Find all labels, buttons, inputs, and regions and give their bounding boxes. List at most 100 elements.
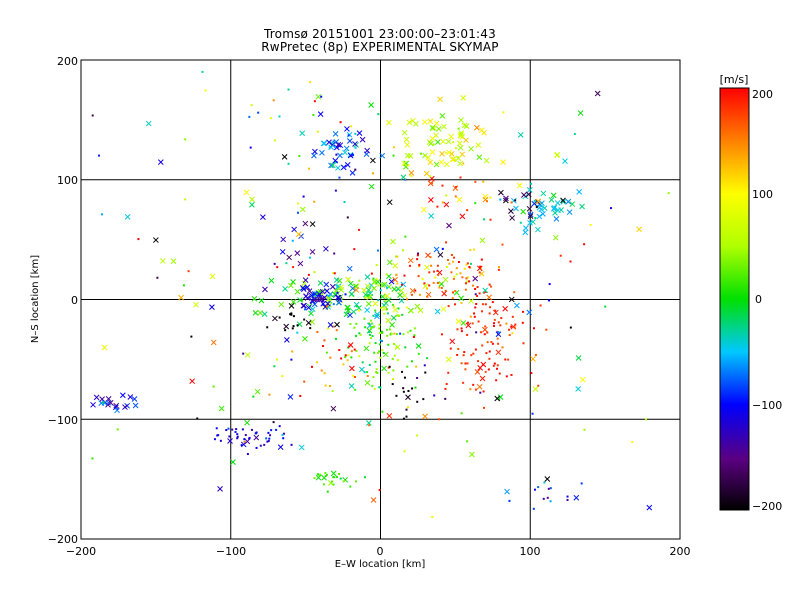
data-point-cross (389, 322, 395, 328)
data-point-dot (316, 331, 319, 334)
data-point-cross (249, 201, 255, 208)
chart-title-line-1: Tromsø 20151001 23:00:00–23:01:43 (264, 27, 496, 41)
data-point-dot (352, 374, 355, 377)
data-point-dot (492, 322, 495, 325)
data-point-cross (469, 451, 475, 458)
data-point-dot (350, 350, 353, 353)
data-point-dot (482, 180, 485, 183)
data-point-cross (364, 283, 371, 290)
data-point-dot (287, 88, 290, 91)
data-point-dot (396, 359, 399, 362)
data-point-dot (296, 211, 299, 214)
data-point-dot (386, 286, 389, 289)
data-point-cross (460, 320, 467, 326)
data-point-dot (424, 371, 427, 374)
data-point-dot (462, 162, 465, 165)
data-point-cross (282, 285, 288, 292)
data-point-dot (347, 308, 350, 311)
data-point-dot (405, 415, 408, 418)
data-points (90, 70, 670, 518)
data-point-cross (565, 198, 572, 205)
data-point-dot (334, 161, 337, 164)
x-tick-label: −100 (216, 545, 246, 558)
data-point-dot (502, 111, 505, 114)
data-point-dot (243, 440, 246, 443)
data-point-cross (309, 306, 316, 313)
data-point-cross (458, 117, 464, 123)
data-point-dot (225, 429, 228, 432)
data-point-dot (395, 274, 398, 277)
data-point-dot (466, 209, 469, 212)
data-point-dot (583, 428, 586, 431)
data-point-cross (434, 139, 441, 145)
data-point-cross (323, 281, 330, 288)
data-point-dot (330, 480, 333, 483)
x-tick-label: 200 (670, 545, 691, 558)
data-point-dot (474, 287, 477, 290)
data-point-cross (405, 394, 411, 401)
data-point-dot (488, 312, 491, 315)
data-point-dot (471, 284, 474, 287)
data-point-dot (533, 488, 536, 491)
data-point-cross (321, 140, 328, 147)
data-point-cross (560, 197, 566, 204)
data-point-cross (295, 231, 302, 238)
data-point-dot (466, 262, 469, 265)
data-point-dot (334, 337, 337, 340)
data-point-cross (508, 208, 514, 214)
data-point-cross (445, 138, 452, 145)
data-point-dot (287, 162, 290, 165)
chart-title-line-2: RwPretec (8p) EXPERIMENTAL SKYMAP (261, 40, 499, 54)
data-point-cross (554, 200, 561, 206)
data-point-cross (428, 140, 434, 147)
data-point-dot (196, 417, 199, 420)
data-point-dot (303, 380, 306, 383)
data-point-cross (424, 264, 430, 271)
data-point-cross (431, 125, 437, 132)
data-point-dot (272, 99, 275, 102)
data-point-cross (317, 111, 324, 117)
data-point-cross (105, 399, 112, 406)
data-point-dot (448, 262, 451, 265)
data-point-cross (304, 284, 311, 291)
data-point-cross (408, 170, 415, 176)
data-point-dot (219, 439, 222, 442)
data-point-dot (371, 322, 374, 325)
data-point-dot (354, 388, 357, 391)
x-tick-label: −200 (66, 545, 96, 558)
data-point-dot (387, 343, 390, 346)
data-point-dot (472, 383, 475, 386)
data-point-dot (292, 266, 295, 269)
data-point-cross (540, 210, 546, 217)
data-point-dot (389, 333, 392, 336)
data-point-dot (332, 325, 335, 328)
data-point-dot (357, 228, 360, 231)
data-point-dot (505, 322, 508, 325)
data-point-cross (407, 257, 414, 264)
data-point-dot (383, 312, 386, 315)
data-point-dot (267, 439, 270, 442)
data-point-cross (297, 297, 303, 303)
data-point-dot (532, 507, 535, 510)
data-point-dot (347, 354, 350, 357)
data-point-dot (378, 323, 381, 326)
data-point-dot (533, 199, 536, 202)
data-point-cross (348, 291, 355, 297)
data-point-cross (127, 394, 134, 400)
data-point-dot (449, 347, 452, 350)
data-point-dot (335, 153, 338, 156)
data-point-cross (319, 149, 325, 156)
data-point-dot (376, 249, 379, 252)
data-point-cross (636, 226, 642, 233)
data-point-dot (492, 324, 495, 327)
data-point-dot (372, 376, 375, 379)
data-point-dot (373, 351, 376, 354)
data-point-dot (493, 362, 496, 365)
data-point-cross (244, 419, 250, 426)
x-tick-label: 0 (377, 545, 384, 558)
data-point-dot (380, 306, 383, 309)
data-point-dot (401, 283, 404, 286)
data-point-cross (525, 191, 532, 198)
data-point-cross (193, 301, 199, 308)
data-point-dot (395, 346, 398, 349)
